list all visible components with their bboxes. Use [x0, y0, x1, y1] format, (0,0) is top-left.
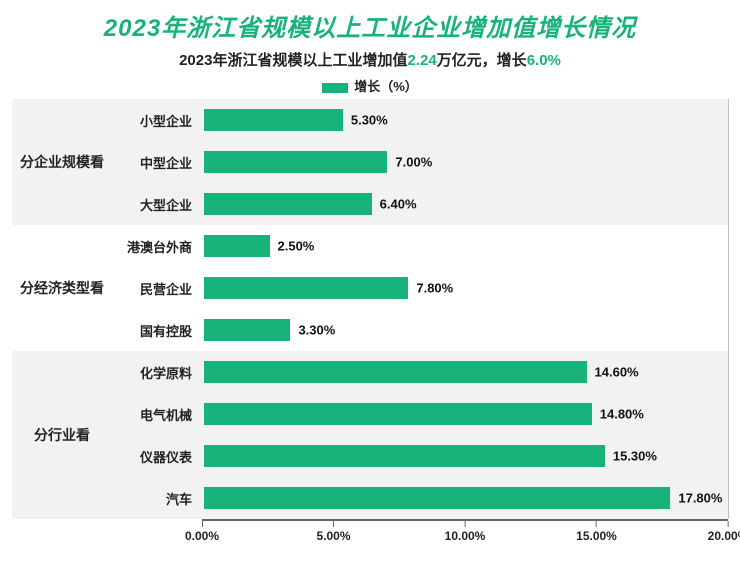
row-label: 中型企业: [112, 153, 202, 172]
chart-rows-column: 小型企业 5.30% 中型企业 7.00% 大型企业 6.40% 港澳台外商 2.50% 民营企…: [112, 99, 728, 519]
row-plot: 14.80%: [202, 393, 728, 435]
bar-value-label: 5.30%: [343, 113, 388, 128]
chart-row: 国有控股 3.30%: [112, 309, 728, 351]
x-tick: 15.00%: [576, 521, 617, 543]
x-tick: 0.00%: [185, 521, 219, 543]
bar-value-label: 3.30%: [290, 323, 335, 338]
bar-wrap: 2.50%: [204, 235, 728, 257]
chart-row: 化学原料 14.60%: [112, 351, 728, 393]
chart-legend: 增长（%）: [12, 76, 728, 95]
subtitle-value-1: 2.24: [407, 52, 436, 69]
bar: [204, 109, 343, 131]
group-label-column: 分企业规模看分经济类型看分行业看: [12, 99, 112, 519]
bar: [204, 361, 587, 383]
x-tick: 5.00%: [316, 521, 350, 543]
row-label: 小型企业: [112, 111, 202, 130]
bar: [204, 319, 290, 341]
row-plot: 3.30%: [202, 309, 728, 351]
chart-row: 小型企业 5.30%: [112, 99, 728, 141]
chart-row: 电气机械 14.80%: [112, 393, 728, 435]
bar-value-label: 7.00%: [387, 155, 432, 170]
bar: [204, 445, 605, 467]
axis-spacer-group: [12, 519, 112, 553]
chart-row: 民营企业 7.80%: [112, 267, 728, 309]
bar: [204, 151, 387, 173]
chart-row: 汽车 17.80%: [112, 477, 728, 519]
chart-row: 港澳台外商 2.50%: [112, 225, 728, 267]
row-label: 化学原料: [112, 363, 202, 382]
x-tick: 20.00%: [708, 521, 740, 543]
bar: [204, 277, 408, 299]
x-tick: 10.00%: [445, 521, 486, 543]
bar-value-label: 14.60%: [587, 365, 639, 380]
chart-title: 2023年浙江省规模以上工业企业增加值增长情况: [12, 8, 728, 43]
bar: [204, 235, 270, 257]
row-label: 国有控股: [112, 321, 202, 340]
row-plot: 5.30%: [202, 99, 728, 141]
x-tick-mark: [464, 521, 465, 527]
group-label: 分行业看: [12, 351, 112, 519]
x-tick-mark: [596, 521, 597, 527]
bar-wrap: 14.80%: [204, 403, 728, 425]
row-plot: 14.60%: [202, 351, 728, 393]
x-tick-label: 15.00%: [576, 529, 617, 543]
row-label: 港澳台外商: [112, 237, 202, 256]
subtitle-value-2: 6.0%: [527, 52, 561, 69]
row-plot: 15.30%: [202, 435, 728, 477]
bar-wrap: 3.30%: [204, 319, 728, 341]
subtitle-prefix: 2023年浙江省规模以上工业增加值: [179, 52, 407, 69]
chart-row: 中型企业 7.00%: [112, 141, 728, 183]
x-tick-mark: [202, 521, 203, 527]
row-label: 电气机械: [112, 405, 202, 424]
bar: [204, 403, 592, 425]
bar-value-label: 6.40%: [372, 197, 417, 212]
group-label: 分企业规模看: [12, 99, 112, 225]
bar: [204, 487, 670, 509]
chart-container: 2023年浙江省规模以上工业企业增加值增长情况 2023年浙江省规模以上工业增加…: [0, 0, 740, 585]
legend-swatch: [322, 83, 348, 93]
x-axis: 0.00%5.00%10.00%15.00%20.00%: [12, 519, 728, 553]
bar-wrap: 17.80%: [204, 487, 728, 509]
bar-wrap: 7.80%: [204, 277, 728, 299]
row-label: 仪器仪表: [112, 447, 202, 466]
x-axis-line: 0.00%5.00%10.00%15.00%20.00%: [202, 519, 728, 553]
x-tick-label: 20.00%: [708, 529, 740, 543]
bar-value-label: 7.80%: [408, 281, 453, 296]
legend-label: 增长（%）: [354, 79, 418, 94]
bar-wrap: 7.00%: [204, 151, 728, 173]
x-tick-mark: [727, 521, 728, 527]
group-label: 分经济类型看: [12, 225, 112, 351]
chart-subtitle: 2023年浙江省规模以上工业增加值2.24万亿元，增长6.0%: [12, 49, 728, 70]
subtitle-mid: 万亿元，增长: [437, 52, 527, 69]
row-plot: 7.00%: [202, 141, 728, 183]
chart-row: 仪器仪表 15.30%: [112, 435, 728, 477]
gridline: [728, 99, 729, 519]
row-label: 大型企业: [112, 195, 202, 214]
row-plot: 6.40%: [202, 183, 728, 225]
bar-value-label: 2.50%: [270, 239, 315, 254]
bar-wrap: 15.30%: [204, 445, 728, 467]
bar: [204, 193, 372, 215]
chart-area: 分企业规模看分经济类型看分行业看 小型企业 5.30% 中型企业 7.00% 大型企业 6…: [12, 99, 728, 519]
bar-wrap: 6.40%: [204, 193, 728, 215]
bar-value-label: 17.80%: [670, 491, 722, 506]
row-plot: 2.50%: [202, 225, 728, 267]
x-tick-mark: [333, 521, 334, 527]
bar-value-label: 14.80%: [592, 407, 644, 422]
bar-wrap: 14.60%: [204, 361, 728, 383]
chart-row: 大型企业 6.40%: [112, 183, 728, 225]
row-plot: 17.80%: [202, 477, 728, 519]
x-tick-label: 0.00%: [185, 529, 219, 543]
bar-wrap: 5.30%: [204, 109, 728, 131]
row-plot: 7.80%: [202, 267, 728, 309]
bar-value-label: 15.30%: [605, 449, 657, 464]
x-tick-label: 10.00%: [445, 529, 486, 543]
row-label: 民营企业: [112, 279, 202, 298]
row-label: 汽车: [112, 489, 202, 508]
x-tick-label: 5.00%: [316, 529, 350, 543]
